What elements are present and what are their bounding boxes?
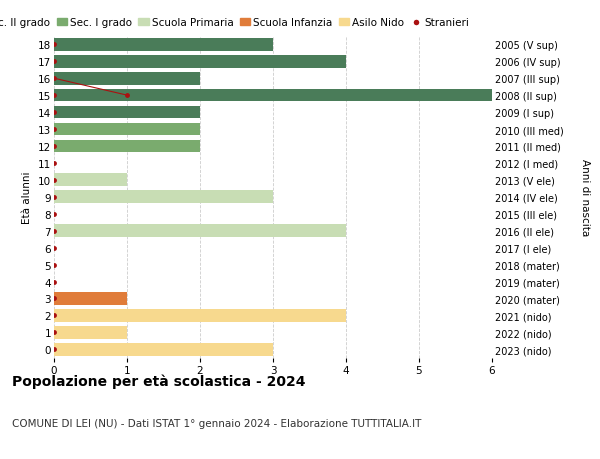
Bar [54, 174, 127, 187]
Y-axis label: Anni di nascita: Anni di nascita [580, 159, 590, 236]
Bar [54, 343, 273, 356]
Bar [54, 90, 492, 102]
Legend: Sec. II grado, Sec. I grado, Scuola Primaria, Scuola Infanzia, Asilo Nido, Stran: Sec. II grado, Sec. I grado, Scuola Prim… [0, 18, 469, 28]
Bar [54, 191, 273, 204]
Bar [54, 225, 346, 238]
Bar [54, 73, 200, 85]
Bar [54, 140, 200, 153]
Bar [54, 309, 346, 322]
Bar [54, 123, 200, 136]
Y-axis label: Età alunni: Età alunni [22, 171, 32, 224]
Bar [54, 292, 127, 305]
Bar [54, 106, 200, 119]
Text: Popolazione per età scolastica - 2024: Popolazione per età scolastica - 2024 [12, 374, 305, 389]
Bar [54, 326, 127, 339]
Text: COMUNE DI LEI (NU) - Dati ISTAT 1° gennaio 2024 - Elaborazione TUTTITALIA.IT: COMUNE DI LEI (NU) - Dati ISTAT 1° genna… [12, 418, 421, 428]
Bar [54, 39, 273, 51]
Bar [54, 56, 346, 68]
